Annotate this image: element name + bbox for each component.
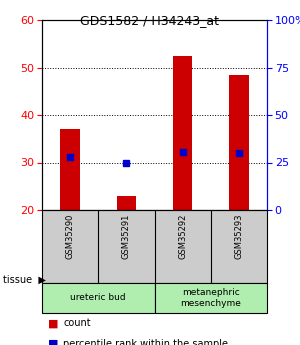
Bar — [116, 196, 136, 210]
Text: GSM35293: GSM35293 — [234, 214, 243, 259]
Bar — [154, 283, 267, 313]
Text: ■: ■ — [48, 339, 58, 345]
Text: tissue  ▶: tissue ▶ — [3, 275, 46, 285]
Bar — [229, 75, 249, 210]
Text: count: count — [63, 318, 91, 328]
Bar — [60, 129, 80, 210]
Bar — [173, 56, 193, 210]
Text: ■: ■ — [48, 318, 58, 328]
Text: metanephric
mesenchyme: metanephric mesenchyme — [180, 288, 241, 308]
Text: GSM35292: GSM35292 — [178, 214, 187, 259]
Text: GSM35291: GSM35291 — [122, 214, 131, 259]
Bar — [42, 283, 154, 313]
Text: GSM35290: GSM35290 — [66, 214, 75, 259]
Text: ureteric bud: ureteric bud — [70, 294, 126, 303]
Text: percentile rank within the sample: percentile rank within the sample — [63, 339, 228, 345]
Text: GDS1582 / H34243_at: GDS1582 / H34243_at — [80, 14, 220, 28]
